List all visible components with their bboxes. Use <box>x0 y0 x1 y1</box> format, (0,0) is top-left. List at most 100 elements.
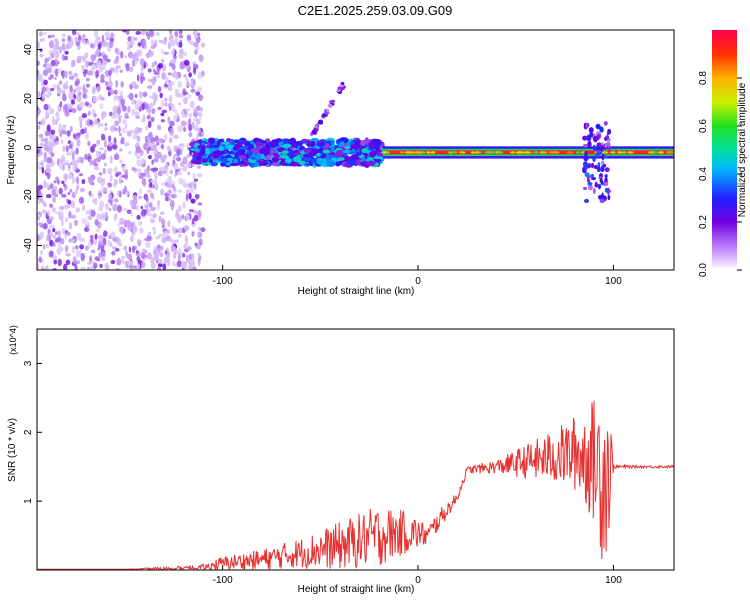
noise-blob <box>189 100 195 109</box>
noise-blob <box>61 194 67 198</box>
noise-blob <box>109 174 113 183</box>
noise-blob <box>172 73 175 78</box>
noise-blob <box>155 235 161 240</box>
noise-blob <box>135 115 141 120</box>
noise-blob <box>142 91 148 98</box>
band-spot <box>532 151 538 154</box>
band-blob <box>363 138 369 145</box>
noise-blob <box>120 136 125 145</box>
noise-blob <box>96 139 101 146</box>
noise-blob <box>186 143 191 148</box>
noise-blob <box>108 135 112 143</box>
disturbance-blob <box>594 183 599 188</box>
disturbance-blob <box>604 142 607 148</box>
noise-blob <box>161 236 167 244</box>
noise-blob <box>46 68 52 74</box>
noise-blob <box>87 70 93 76</box>
noise-blob <box>95 152 100 159</box>
noise-blob <box>61 219 64 227</box>
band-blob <box>241 145 249 150</box>
noise-blob <box>37 222 43 226</box>
noise-blob <box>146 174 151 178</box>
noise-blob <box>191 218 195 225</box>
noise-blob <box>174 109 178 115</box>
noise-blob <box>183 51 188 57</box>
band-blob <box>255 141 263 147</box>
band-spot <box>409 151 416 154</box>
noise-blob <box>128 246 132 253</box>
y-tick-label: -20 <box>23 189 34 204</box>
noise-blob <box>54 68 59 77</box>
noise-blob <box>114 120 119 127</box>
noise-blob <box>135 30 141 35</box>
noise-blob <box>85 68 89 75</box>
noise-blob <box>63 103 69 112</box>
noise-blob <box>80 128 86 135</box>
band-blob <box>279 160 286 166</box>
disturbance-blob <box>582 143 588 148</box>
band-blob <box>232 146 239 151</box>
band-blob <box>366 160 376 167</box>
colorbar-label: Normalized spectral amplitude <box>737 82 748 217</box>
disturbance-blob <box>586 178 591 183</box>
noise-blob <box>55 176 59 181</box>
streak-blob <box>325 108 330 112</box>
noise-blob <box>92 86 96 95</box>
noise-blob <box>37 213 41 218</box>
noise-blob <box>176 93 181 98</box>
noise-blob <box>129 83 133 90</box>
noise-blob <box>69 84 73 93</box>
noise-blob <box>62 145 66 153</box>
band-blob <box>301 138 308 143</box>
noise-blob <box>176 148 181 157</box>
disturbance-blob <box>588 127 594 133</box>
noise-blob <box>125 30 130 35</box>
noise-blob <box>177 253 181 261</box>
band-blob <box>258 161 269 166</box>
band-blob <box>349 141 356 145</box>
noise-blob <box>43 180 47 188</box>
noise-blob <box>93 113 97 118</box>
y-tick-label: 2 <box>23 429 34 435</box>
disturbance-blob <box>603 120 608 126</box>
noise-blob <box>118 190 122 198</box>
noise-blob <box>93 262 98 269</box>
region-signal-band-1 <box>188 137 386 168</box>
noise-blob <box>51 188 56 197</box>
noise-blob <box>149 95 154 99</box>
noise-blob <box>140 211 146 217</box>
band-blob <box>360 161 368 167</box>
noise-blob <box>107 182 113 188</box>
noise-blob <box>97 121 101 129</box>
noise-blob <box>64 245 69 251</box>
noise-blob <box>57 258 62 267</box>
noise-blob <box>147 78 151 83</box>
noise-blob <box>45 167 51 174</box>
snr-frame <box>36 328 675 571</box>
band-spot <box>602 151 609 154</box>
band-blob <box>347 159 357 166</box>
band-blob <box>254 153 262 161</box>
noise-blob <box>174 31 179 37</box>
noise-blob <box>81 113 88 119</box>
noise-blob <box>104 203 109 210</box>
disturbance-blob <box>602 181 606 186</box>
disturbance-blob <box>597 162 601 168</box>
noise-blob <box>120 227 124 235</box>
noise-blob <box>146 252 152 260</box>
band-blob <box>281 150 289 155</box>
disturbance-blob <box>601 160 605 165</box>
noise-blob <box>121 174 127 178</box>
band-spot <box>539 151 546 154</box>
band-blob <box>191 159 202 165</box>
noise-blob <box>182 96 188 105</box>
spectrogram-panel: -100 0 100 -40 -20 0 20 40 Height of straight l… <box>6 29 675 297</box>
band-spot <box>524 151 531 154</box>
noise-blob <box>55 118 59 124</box>
region-noise <box>37 30 206 270</box>
noise-blob <box>70 99 75 105</box>
noise-blob <box>177 233 182 239</box>
band-blob <box>309 140 316 147</box>
noise-blob <box>118 125 121 134</box>
noise-blob <box>126 209 132 214</box>
